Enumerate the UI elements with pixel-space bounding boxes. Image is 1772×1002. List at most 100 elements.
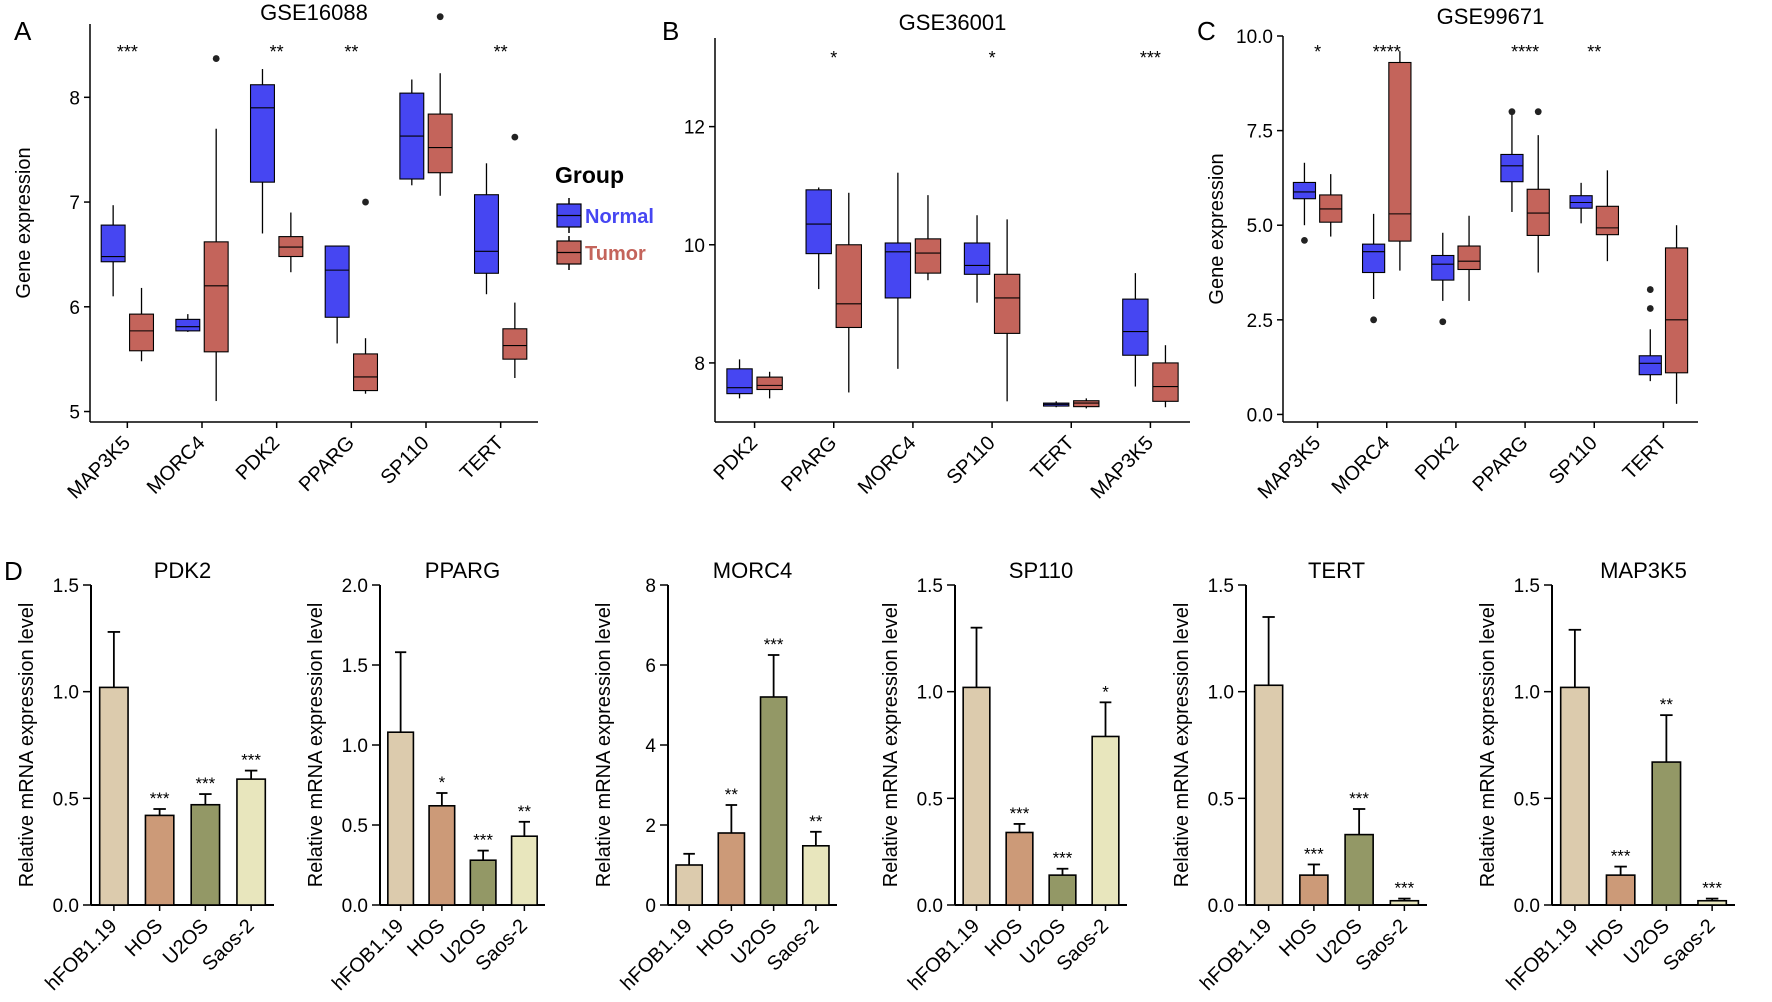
sig-label-d6-u2os: **: [1660, 695, 1674, 714]
chart-title-d6: MAP3K5: [1600, 558, 1687, 583]
box-c-tert-normal-outlier-1: [1646, 286, 1654, 293]
x-tick-label-d3-hfob1-19: hFOB1.19: [617, 915, 697, 995]
box-a-morc4-normal: [175, 318, 201, 332]
box-c-pparg-tumor: [1526, 188, 1550, 236]
sig-label-d3-saos-2: **: [809, 812, 823, 831]
sig-label-d2-u2os: ***: [473, 831, 493, 850]
y-tick-label-d2-4: 2.0: [342, 576, 368, 597]
x-tick-label-d2-hfob1-19: hFOB1.19: [328, 915, 408, 995]
x-tick-label-a-pparg: PPARG: [295, 432, 359, 496]
y-tick-label-d3-3: 6: [645, 656, 656, 677]
x-tick-label-c-morc4: MORC4: [1328, 432, 1395, 499]
box-b-morc4-normal: [884, 242, 912, 299]
bar-d6-u2os: [1651, 761, 1682, 906]
x-tick-label-d4-hfob1-19: hFOB1.19: [904, 915, 984, 995]
sig-label-d1-saos-2: ***: [241, 751, 261, 770]
x-tick-label-b-tert: TERT: [1027, 432, 1079, 484]
group-legend: Group Normal Tumor: [555, 162, 654, 270]
bar-d6-hos: [1605, 874, 1636, 906]
x-tick-label-d6-saos-2: Saos-2: [1659, 915, 1719, 975]
chart-title-d1: PDK2: [154, 558, 211, 583]
x-tick-label-c-pparg: PPARG: [1469, 432, 1533, 496]
box-b-sp110-tumor: [993, 273, 1021, 334]
box-c-map3k5-normal-outlier-0: [1301, 236, 1308, 244]
x-tick-label-b-morc4: MORC4: [854, 432, 921, 499]
y-tick-label-d4-1: 0.5: [917, 789, 943, 810]
y-tick-label-d6-0: 0.0: [1514, 896, 1540, 917]
bar-d2-saos-2: [510, 835, 538, 906]
box-a-tert-tumor-outlier-0: [511, 133, 519, 141]
y-tick-label-b-1: 10: [684, 236, 705, 257]
x-tick-label-d5-saos-2: Saos-2: [1352, 915, 1412, 975]
y-tick-label-d4-3: 1.5: [917, 576, 943, 597]
y-axis-label-c: Gene expression: [1206, 153, 1228, 304]
bar-d3-hfob1-19: [675, 864, 704, 906]
chart-title-b: GSE36001: [899, 10, 1007, 35]
sig-label-d3-u2os: ***: [764, 635, 784, 654]
y-tick-label-b-0: 8: [694, 354, 705, 375]
bar-d3-saos-2: [801, 844, 830, 906]
box-c-tert-normal-outlier-0: [1646, 305, 1654, 312]
box-a-morc4-tumor: [203, 241, 229, 353]
box-c-pdk2-tumor: [1457, 245, 1481, 271]
sig-label-d1-hos: ***: [150, 789, 170, 808]
box-b-pparg-tumor: [835, 244, 863, 329]
x-tick-label-a-map3k5: MAP3K5: [63, 432, 134, 503]
x-tick-label-a-sp110: SP110: [377, 432, 434, 489]
chart-title-d3: MORC4: [713, 558, 792, 583]
x-tick-label-a-morc4: MORC4: [143, 432, 210, 499]
y-axis-label-d2: Relative mRNA expression level: [305, 603, 327, 888]
y-tick-label-a-3: 8: [69, 88, 80, 109]
bar-d3-u2os: [759, 696, 788, 906]
chart-d4: SP110 0.0 0.5 1.0 1.5 Relative mRNA expressio…: [880, 558, 1127, 995]
panel-letter-c: C: [1197, 16, 1216, 46]
sig-label-d6-hos: ***: [1611, 847, 1631, 866]
y-tick-label-d2-3: 1.5: [342, 656, 368, 677]
box-c-sp110-tumor: [1595, 205, 1620, 236]
bar-d1-hfob1-19: [98, 686, 129, 906]
x-tick-label-d1-saos-2: Saos-2: [198, 915, 258, 975]
y-tick-label-a-2: 7: [69, 193, 80, 214]
sig-label-d4-saos-2: *: [1102, 682, 1109, 701]
sig-label-a-tert: **: [494, 42, 508, 62]
x-tick-label-c-pdk2: PDK2: [1411, 432, 1464, 485]
sig-label-d5-u2os: ***: [1349, 789, 1369, 808]
sig-label-a-map3k5: ***: [117, 42, 138, 62]
x-tick-label-a-tert: TERT: [456, 432, 508, 484]
box-c-map3k5-normal: [1292, 181, 1317, 200]
sig-label-d1-u2os: ***: [195, 774, 215, 793]
box-c-tert-tumor: [1664, 247, 1689, 374]
legend-title: Group: [555, 162, 624, 188]
box-c-tert-normal: [1638, 355, 1662, 376]
box-c-pdk2-normal: [1431, 254, 1455, 281]
y-axis-label-d3: Relative mRNA expression level: [593, 603, 615, 888]
bar-d5-hfob1-19: [1253, 684, 1284, 906]
x-tick-label-b-sp110: SP110: [943, 432, 1000, 489]
y-axis-label-d5: Relative mRNA expression level: [1171, 603, 1193, 888]
y-tick-label-d1-3: 1.5: [53, 576, 79, 597]
bar-d2-u2os: [469, 859, 497, 906]
chart-d5: TERT 0.0 0.5 1.0 1.5 Relative mRNA expression…: [1171, 558, 1427, 995]
x-tick-label-b-pdk2: PDK2: [710, 432, 763, 485]
box-b-map3k5-normal: [1122, 298, 1149, 356]
chart-d1: PDK2 0.0 0.5 1.0 1.5 Relative mRNA expression…: [16, 558, 274, 995]
y-axis-label-d1: Relative mRNA expression level: [16, 603, 38, 888]
bar-d4-hfob1-19: [962, 686, 991, 906]
legend-label-tumor: Tumor: [585, 243, 646, 265]
box-c-morc4-normal-outlier-0: [1370, 316, 1378, 324]
box-a-pdk2-normal: [249, 84, 275, 183]
y-tick-label-c-2: 5.0: [1247, 216, 1273, 237]
box-c-pparg-normal-outlier-0: [1508, 108, 1516, 116]
box-a-map3k5-tumor: [129, 313, 155, 352]
sig-label-b-sp110: *: [989, 48, 996, 68]
bar-d6-saos-2: [1697, 899, 1728, 906]
y-tick-label-d3-2: 4: [645, 736, 656, 757]
y-tick-label-a-0: 5: [69, 403, 80, 424]
y-tick-label-d1-1: 0.5: [53, 789, 79, 810]
bar-d5-hos: [1299, 874, 1329, 906]
x-tick-label-b-pparg: PPARG: [777, 432, 841, 496]
bar-d5-u2os: [1344, 833, 1374, 906]
x-tick-label-d1-hfob1-19: hFOB1.19: [41, 915, 121, 995]
box-c-sp110-normal: [1569, 195, 1593, 209]
box-a-tert-tumor: [502, 328, 528, 360]
